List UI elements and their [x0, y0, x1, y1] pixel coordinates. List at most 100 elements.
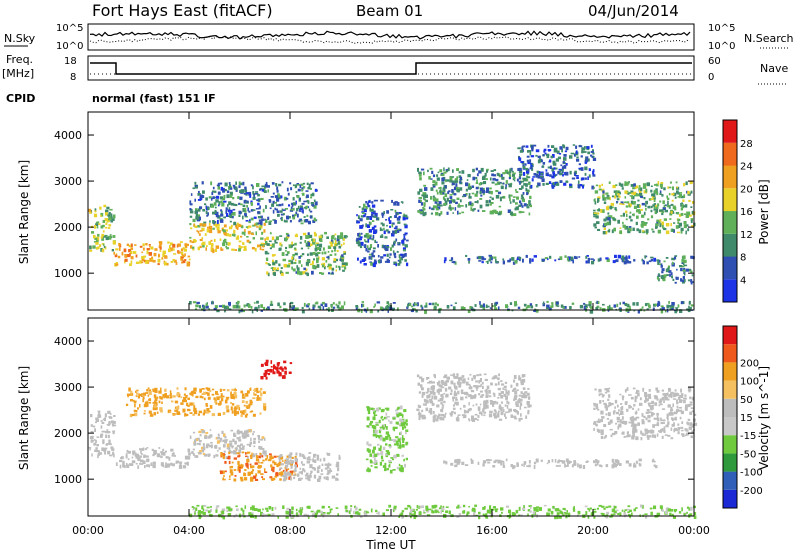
velocity-cell — [509, 408, 512, 412]
power-cell — [130, 260, 133, 265]
velocity-cell — [393, 455, 395, 458]
velocity-cell — [215, 391, 218, 394]
velocity-cell — [528, 505, 532, 508]
power-cell — [370, 208, 374, 212]
power-cell — [216, 223, 220, 227]
velocity-cell — [658, 401, 662, 404]
power-cell — [570, 256, 574, 261]
velocity-cell — [402, 426, 404, 430]
power-cell — [228, 301, 231, 306]
power-colorbar-tick: 8 — [740, 253, 746, 264]
velocity-cell — [382, 465, 387, 468]
power-cell — [472, 208, 475, 212]
power-cell — [605, 216, 609, 221]
power-cell — [94, 210, 97, 213]
velocity-cell — [231, 393, 235, 396]
velocity-cell — [673, 411, 678, 415]
power-cell — [316, 264, 320, 268]
power-cell — [422, 193, 426, 198]
power-cell — [434, 200, 438, 204]
velocity-cell — [474, 413, 478, 416]
power-cell — [491, 305, 494, 307]
velocity-cell — [634, 411, 638, 415]
velocity-cell — [160, 455, 163, 459]
power-cell — [572, 144, 576, 146]
velocity-cell — [633, 464, 637, 468]
velocity-cell — [216, 450, 219, 452]
power-cell — [211, 300, 214, 305]
power-cell — [308, 220, 311, 225]
velocity-cell — [163, 452, 166, 456]
velocity-cell — [644, 393, 648, 398]
power-cell — [619, 227, 622, 229]
velocity-cell — [295, 452, 298, 456]
power-cell — [271, 254, 275, 257]
velocity-cell — [211, 393, 215, 396]
velocity-cell — [687, 418, 691, 421]
power-cell — [355, 239, 359, 242]
velocity-cell — [289, 362, 293, 365]
velocity-cell — [394, 426, 398, 429]
freq-panel: Freq. [MHz] 18 8 60 0 Nave CPID normal (… — [2, 53, 788, 105]
power-cell — [516, 257, 519, 260]
velocity-cell — [508, 509, 512, 514]
power-cell — [340, 232, 344, 236]
velocity-cell — [671, 418, 674, 422]
velocity-cell — [540, 459, 543, 462]
power-cell — [216, 184, 220, 187]
velocity-cell — [284, 470, 286, 474]
power-cell — [476, 179, 478, 183]
velocity-cell — [354, 506, 358, 511]
power-cell — [434, 302, 437, 305]
velocity-cell — [210, 442, 213, 444]
velocity-cell — [678, 409, 682, 412]
velocity-cell — [222, 453, 225, 456]
power-cell — [181, 254, 184, 257]
velocity-cell — [331, 475, 336, 479]
velocity-cell — [134, 404, 136, 408]
power-cell — [488, 258, 491, 262]
velocity-cell — [205, 509, 209, 512]
power-cell — [620, 183, 624, 187]
velocity-cell — [161, 401, 163, 404]
power-cell — [299, 241, 302, 244]
velocity-cell — [567, 460, 571, 464]
power-cell — [630, 200, 634, 205]
velocity-cell — [386, 468, 389, 471]
velocity-cell — [139, 462, 142, 465]
velocity-cell — [465, 396, 468, 399]
power-cell — [591, 155, 594, 158]
power-cell — [311, 204, 314, 206]
velocity-cell — [470, 458, 473, 461]
velocity-cell — [593, 404, 596, 407]
power-cell — [642, 183, 647, 187]
power-cell — [284, 220, 288, 223]
velocity-cell — [626, 387, 629, 391]
velocity-cell — [656, 412, 659, 416]
power-cell — [361, 303, 365, 308]
power-cell — [267, 272, 270, 277]
power-cell — [170, 261, 174, 263]
velocity-cell — [628, 463, 632, 467]
velocity-cell — [475, 380, 478, 383]
velocity-cell — [335, 463, 340, 468]
power-cell — [687, 190, 690, 195]
power-cell — [675, 225, 679, 229]
velocity-cell — [619, 419, 622, 423]
velocity-cell — [125, 453, 128, 456]
velocity-cell — [593, 422, 596, 425]
power-cell — [393, 242, 396, 246]
velocity-cell — [450, 389, 453, 393]
power-cell — [334, 247, 336, 252]
power-cell — [276, 204, 280, 207]
power-cell — [628, 255, 631, 259]
power-cell — [622, 258, 625, 262]
velocity-cell — [518, 375, 521, 380]
velocity-cell — [115, 462, 118, 466]
power-cell — [564, 150, 568, 153]
velocity-cell — [122, 464, 125, 467]
power-cell — [330, 243, 333, 247]
power-cell — [294, 259, 297, 262]
power-cell — [93, 213, 98, 218]
power-cell — [305, 205, 309, 209]
